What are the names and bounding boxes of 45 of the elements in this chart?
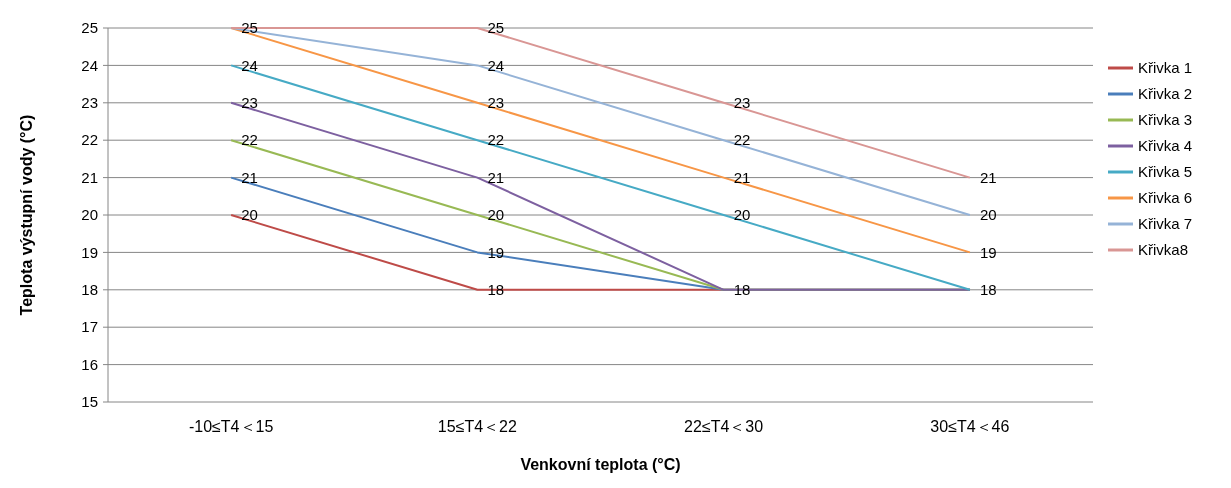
data-label: 25 <box>487 19 505 37</box>
y-tick-label: 22 <box>81 131 98 149</box>
y-tick-label: 19 <box>81 243 98 261</box>
x-tick-label: -10≤T4＜15 <box>188 418 274 435</box>
data-label: 20 <box>733 206 751 224</box>
data-label: 20 <box>979 206 997 224</box>
data-label: 18 <box>979 281 997 299</box>
legend-label: Křivka8 <box>1138 241 1189 259</box>
data-label: 21 <box>979 168 997 186</box>
legend-label: Křivka 1 <box>1138 59 1193 77</box>
legend-label: Křivka 5 <box>1138 163 1193 181</box>
x-tick-label: 15≤T4＜22 <box>437 418 517 435</box>
y-tick-label: 17 <box>81 318 98 336</box>
data-label: 24 <box>487 56 505 74</box>
data-label: 21 <box>487 168 505 186</box>
legend-label: Křivka 3 <box>1138 111 1193 129</box>
data-label: 22 <box>487 131 505 149</box>
legend-label: Křivka 7 <box>1138 215 1193 233</box>
data-label: 22 <box>241 131 258 149</box>
legend-label: Křivka 6 <box>1138 189 1193 207</box>
y-tick-label: 18 <box>81 281 98 299</box>
y-axis-title: Teplota výstupní vody (°C) <box>18 114 35 316</box>
y-tick-label: 24 <box>81 56 98 74</box>
y-tick-label: 15 <box>81 393 98 411</box>
legend-label: Křivka 4 <box>1138 137 1193 155</box>
legend-label: Křivka 2 <box>1138 85 1193 103</box>
data-label: 21 <box>241 168 258 186</box>
y-tick-label: 16 <box>81 355 98 373</box>
y-tick-label: 21 <box>81 168 98 186</box>
x-tick-label: 22≤T4＜30 <box>684 418 764 435</box>
x-tick-label: 30≤T4＜46 <box>930 418 1010 435</box>
y-tick-label: 23 <box>81 94 98 112</box>
data-label: 23 <box>241 94 258 112</box>
y-tick-label: 20 <box>81 206 98 224</box>
data-label: 25 <box>241 19 258 37</box>
x-axis-title: Venkovní teplota (°C) <box>520 456 681 473</box>
data-label: 20 <box>487 206 505 224</box>
data-label: 19 <box>979 243 997 261</box>
data-label: 24 <box>241 56 258 74</box>
data-label: 20 <box>241 206 258 224</box>
data-label: 23 <box>733 94 751 112</box>
data-label: 22 <box>733 131 751 149</box>
y-tick-label: 25 <box>81 19 98 37</box>
data-label: 21 <box>733 168 751 186</box>
data-label: 23 <box>487 94 505 112</box>
